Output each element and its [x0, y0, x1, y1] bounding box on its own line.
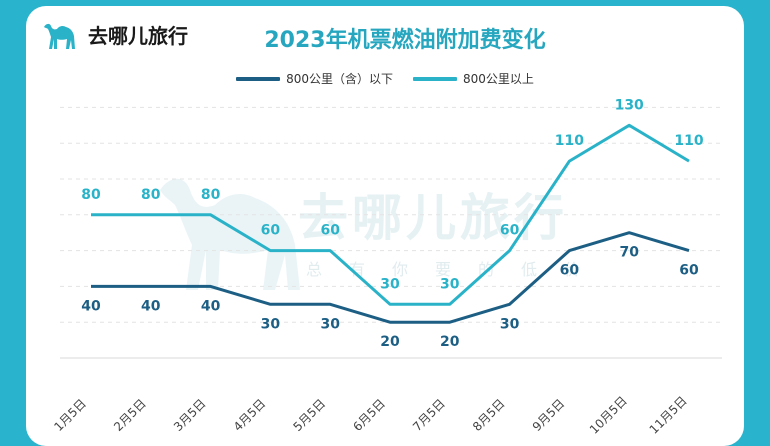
data-label: 80 — [81, 187, 101, 203]
legend-item-above-800: 800公里以上 — [413, 70, 534, 87]
chart-card — [26, 6, 744, 446]
x-tick-label: 11月5日 — [647, 394, 690, 434]
data-label: 40 — [141, 298, 161, 314]
x-tick-label: 5月5日 — [291, 396, 329, 434]
x-tick-label: 7月5日 — [410, 396, 448, 434]
brand-logo: 去哪儿旅行 — [42, 14, 188, 54]
data-label: 80 — [201, 187, 221, 203]
data-label: 30 — [500, 316, 520, 332]
data-label: 130 — [615, 97, 644, 113]
data-label: 30 — [440, 276, 460, 292]
data-label: 80 — [141, 187, 161, 203]
data-label: 60 — [500, 223, 520, 239]
data-label: 60 — [679, 263, 699, 279]
data-label: 30 — [320, 316, 340, 332]
x-tick-label: 2月5日 — [111, 396, 149, 434]
data-label: 30 — [380, 276, 400, 292]
data-label: 40 — [201, 298, 221, 314]
legend-item-below-800: 800公里（含）以下 — [236, 70, 393, 87]
data-label: 60 — [261, 223, 281, 239]
x-tick-label: 9月5日 — [530, 396, 568, 434]
data-label: 70 — [619, 245, 639, 261]
legend-swatch-light — [413, 76, 457, 81]
line-chart: 40 40 40 30 30 20 20 30 60 70 60 80 80 80 60 60 30 30 60 11… — [51, 97, 722, 434]
chart-legend: 800公里（含）以下 800公里以上 — [0, 70, 770, 87]
camel-icon — [44, 23, 75, 49]
data-label: 20 — [380, 334, 400, 350]
x-tick-label: 4月5日 — [231, 396, 269, 434]
series-line-0 — [91, 231, 690, 324]
data-label: 40 — [81, 298, 101, 314]
x-tick-label: 1月5日 — [51, 396, 89, 434]
legend-label: 800公里（含）以下 — [286, 72, 393, 86]
data-label: 110 — [555, 133, 584, 149]
legend-label: 800公里以上 — [463, 72, 534, 86]
chart-title: 2023年机票燃油附加费变化 — [264, 28, 546, 53]
series-line-1 — [91, 123, 690, 306]
data-label: 60 — [560, 263, 580, 279]
x-tick-label: 3月5日 — [171, 396, 209, 434]
x-tick-label: 6月5日 — [350, 396, 388, 434]
data-label: 110 — [674, 133, 703, 149]
data-label: 30 — [261, 316, 281, 332]
brand-name: 去哪儿旅行 — [88, 23, 188, 48]
x-tick-label: 8月5日 — [470, 396, 508, 434]
x-tick-label: 10月5日 — [587, 394, 630, 434]
data-label: 20 — [440, 334, 460, 350]
legend-swatch-dark — [236, 76, 281, 81]
data-label: 60 — [320, 223, 340, 239]
grid-lines — [60, 106, 722, 359]
